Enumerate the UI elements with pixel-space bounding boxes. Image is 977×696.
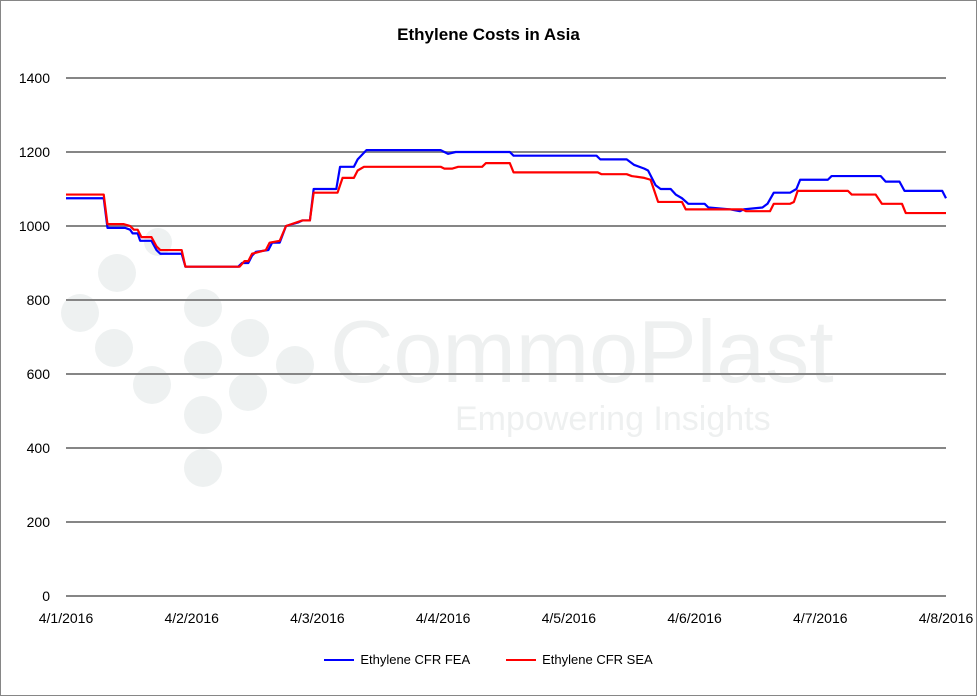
x-tick-label: 4/6/2016 [667,610,722,626]
y-tick-label: 0 [42,588,50,604]
series-line-fea [66,149,947,268]
chart-title: Ethylene Costs in Asia [397,25,580,44]
y-tick-label: 200 [27,514,51,530]
y-tick-label: 1000 [19,218,50,234]
x-tick-label: 4/4/2016 [416,610,471,626]
x-tick-label: 4/5/2016 [542,610,597,626]
legend-swatch-fea [324,658,355,661]
legend: Ethylene CFR FEA Ethylene CFR SEA [0,652,977,667]
legend-label-fea: Ethylene CFR FEA [360,652,471,667]
legend-item-fea: Ethylene CFR FEA [324,652,470,667]
y-tick-label: 800 [27,292,51,308]
legend-label-sea: Ethylene CFR SEA [542,652,653,667]
y-tick-label: 400 [27,440,51,456]
legend-item-sea: Ethylene CFR SEA [506,652,653,667]
x-tick-label: 4/1/2016 [39,610,94,626]
svg-text:CommoPlast: CommoPlast [330,302,834,401]
legend-swatch-sea [506,658,537,661]
x-tick-label: 4/7/2016 [793,610,848,626]
svg-text:Empowering Insights: Empowering Insights [455,400,771,438]
y-tick-label: 1400 [19,70,50,86]
y-tick-label: 600 [27,366,51,382]
x-tick-label: 4/3/2016 [290,610,345,626]
series-line-sea [66,162,946,268]
y-tick-label: 1200 [19,144,50,160]
x-tick-label: 4/8/2016 [919,610,974,626]
x-tick-label: 4/2/2016 [164,610,219,626]
